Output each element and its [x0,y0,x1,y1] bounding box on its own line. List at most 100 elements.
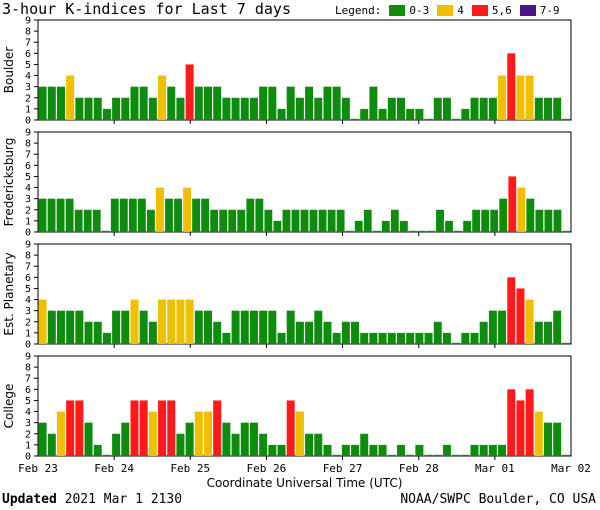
k-bar [249,97,258,120]
panel-frame [37,19,572,121]
k-bar [508,176,517,232]
k-bar [291,209,300,232]
k-bar [442,444,451,456]
k-bar [93,444,102,456]
k-bar [562,342,571,344]
k-bar [562,230,571,232]
k-bar [424,118,433,120]
k-bar [174,198,182,232]
k-bar [332,86,341,120]
k-bar [345,230,354,232]
k-bar [525,389,534,456]
k-bar [479,444,488,456]
k-bar [461,108,470,120]
k-bar [130,299,139,344]
k-bar [300,209,309,232]
k-bar [360,433,369,456]
k-bar [75,400,84,456]
y-tick-label: 5 [25,284,31,295]
station-label: Fredericksburg [2,138,16,227]
x-tick-label: Feb 28 [399,462,439,475]
k-bar [341,444,350,456]
y-tick-label: 6 [25,273,31,284]
k-bar [185,299,194,344]
k-bar [148,321,157,344]
k-bar [121,97,130,120]
k-bar [47,310,56,344]
station-label: Boulder [2,47,16,94]
k-bar [264,209,273,232]
k-bar [535,209,544,232]
k-bar [452,454,461,456]
k-bar [463,220,472,232]
k-bar [323,444,332,456]
k-bar [341,97,350,120]
k-bar [75,97,84,120]
k-bar [167,299,176,344]
k-bar [381,220,390,232]
k-bar [231,97,240,120]
k-bar [406,454,415,456]
k-bar [158,75,167,120]
k-bar [38,86,47,120]
k-bar [246,198,255,232]
k-bar [454,230,462,232]
k-bar [544,321,553,344]
y-tick-label: 9 [25,16,31,27]
k-bar [38,422,47,456]
y-tick-label: 6 [25,161,31,172]
y-tick-label: 1 [25,104,31,115]
k-bar [525,75,534,120]
k-bar [498,310,507,344]
k-bar [286,86,295,120]
y-tick-label: 3 [25,306,31,317]
y-tick-label: 4 [25,71,31,82]
k-bar [396,97,405,120]
k-bar [534,97,543,120]
k-bar [408,230,417,232]
k-bar [360,332,369,344]
k-bar [210,209,219,232]
k-bar [553,209,562,232]
k-bar [387,332,396,344]
y-tick-label: 0 [25,340,31,351]
k-bar [354,220,363,232]
y-tick-label: 7 [25,38,31,49]
k-bar [130,400,139,456]
k-bar [433,454,442,456]
k-bar [452,342,461,344]
k-bar [336,209,345,232]
k-bar [222,422,231,456]
legend-swatch-4 [437,5,454,16]
k-bar [295,97,304,120]
k-bar [544,97,553,120]
k-bar [479,97,488,120]
k-bar [93,321,102,344]
k-bar [461,454,470,456]
k-bar [102,108,111,120]
y-tick-label: 1 [25,216,31,227]
y-tick-label: 0 [25,228,31,239]
k-bar [192,198,201,232]
y-tick-label: 8 [25,27,31,38]
k-bar [101,230,110,232]
k-bar [351,118,360,120]
k-bar [84,422,93,456]
k-bar [213,400,222,456]
source-credit: NOAA/SWPC Boulder, CO USA [400,492,596,507]
k-bar [442,332,451,344]
k-bar [562,118,571,120]
k-bar [240,97,249,120]
y-tick-label: 1 [25,328,31,339]
k-bar [259,310,268,344]
y-tick-label: 3 [25,194,31,205]
k-bar [436,209,444,232]
k-bar [341,321,350,344]
y-tick-label: 2 [25,317,31,328]
k-bar [38,198,47,232]
k-bar [102,332,111,344]
k-bar [231,433,240,456]
y-tick-label: 3 [25,418,31,429]
k-bar [74,209,83,232]
